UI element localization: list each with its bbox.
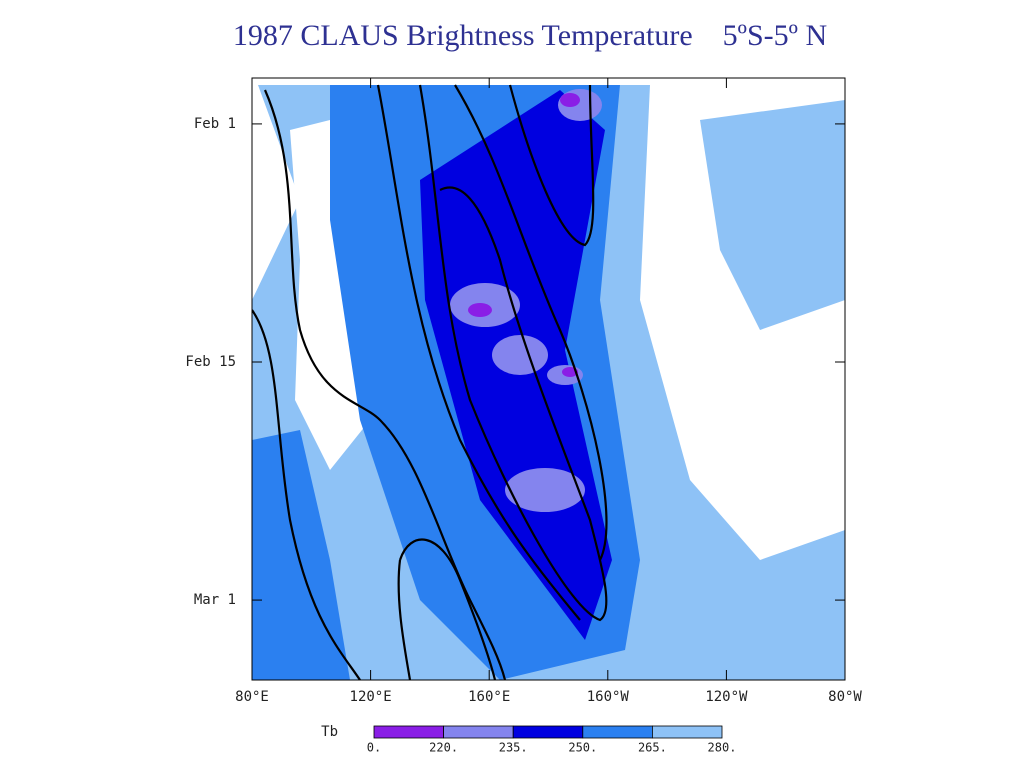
x-tick-label: 160°E [468,689,510,705]
colorbar-segment [582,725,653,739]
colorbar-tick-label: 220. [429,741,458,755]
colorbar-tick-label: 0. [367,741,381,755]
field [252,84,845,680]
colorbar-segment [373,725,444,739]
colorbar-segment [443,725,514,739]
colorbar-label: Tb [321,724,338,740]
colorbar-tick-label: 235. [499,741,528,755]
x-tick-label: 120°W [705,689,748,705]
x-tick-label: 120°E [350,689,392,705]
colorbar-tick-label: 280. [708,741,737,755]
y-tick-label: Feb 15 [185,354,236,370]
x-tick-label: 80°W [828,689,862,705]
colorbar-segment [652,725,723,739]
plot-frame [251,77,846,681]
colorbar-segment [512,725,584,739]
x-tick-label: 160°W [587,689,630,705]
x-tick-label: 80°E [235,689,269,705]
chart-title: 1987 CLAUS Brightness Temperature 5ºS-5º… [233,19,827,52]
colorbar-tick-label: 250. [568,741,597,755]
colorbar-tick-label: 265. [638,741,667,755]
y-tick-label: Mar 1 [194,592,236,608]
y-tick-label: Feb 1 [194,116,236,132]
